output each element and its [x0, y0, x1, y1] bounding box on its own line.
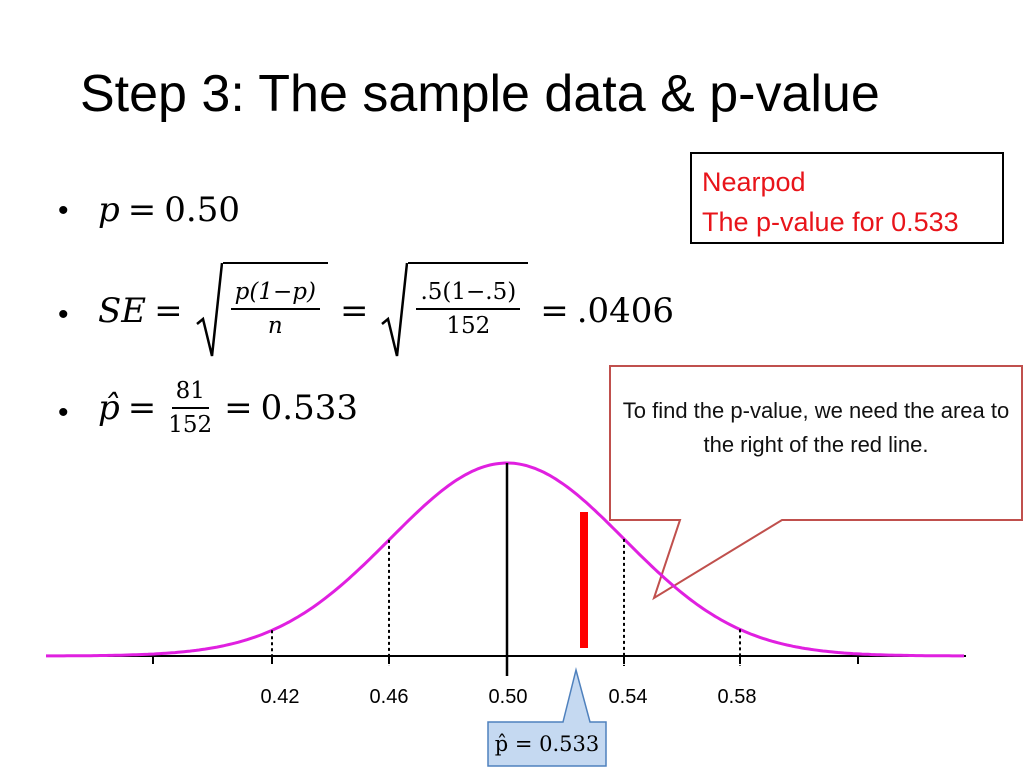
se-result: .0406 [576, 291, 675, 331]
standard-error-equation: SE = p(1−p) n = .5(1−.5) 152 = .0406 [98, 262, 674, 360]
p-symbol: p [98, 190, 120, 230]
substituted-denominator: 152 [446, 313, 491, 339]
equals-sign: = [154, 291, 183, 331]
p0-value: 0.50 [164, 190, 240, 230]
equals-sign: = [127, 388, 157, 428]
bell-curve [46, 461, 964, 658]
phat-marker-shape [487, 667, 607, 767]
callout-shape [609, 365, 1023, 601]
bullet-marker: • [58, 194, 69, 227]
radical-sign-icon [381, 262, 409, 357]
phat-numerator: 81 [171, 378, 209, 409]
equals-sign: = [224, 388, 253, 428]
sqrt-formula: p(1−p) n [195, 262, 328, 360]
substituted-numerator: .5(1−.5) [416, 279, 521, 310]
radical-sign-icon [195, 262, 223, 357]
sample-proportion-equation: p̂ = 81 152 = 0.533 [98, 378, 358, 438]
tick-label-054: 0.54 [608, 686, 648, 708]
equals-sign: = [127, 190, 157, 230]
bullet-marker: • [58, 298, 69, 331]
null-proportion-equation: p = 0.50 [98, 190, 240, 230]
tick-label-042: 0.42 [260, 686, 300, 708]
slide-title: Step 3: The sample data & p-value [80, 65, 880, 123]
nearpod-prompt: The p-value for 0.533 [702, 207, 959, 237]
axis-ticks [152, 656, 859, 664]
tick-label-050: 0.50 [488, 686, 528, 708]
nearpod-title: Nearpod [702, 167, 806, 197]
tick-label-058: 0.58 [717, 686, 757, 708]
sqrt-substituted: .5(1−.5) 152 [380, 262, 529, 360]
bullet-marker: • [58, 396, 69, 429]
phat-denominator: 152 [168, 412, 213, 438]
nearpod-box: Nearpod The p-value for 0.533 [690, 152, 1004, 244]
callout-text: To find the p-value, we need the area to… [622, 398, 1010, 457]
formula-denominator: n [267, 313, 283, 339]
equals-sign: = [540, 291, 569, 331]
se-symbol: SE [98, 291, 147, 331]
phat-marker-label: p̂ = 0.533 [494, 732, 600, 756]
equals-sign: = [339, 291, 369, 331]
formula-numerator: p(1−p) [234, 279, 316, 305]
phat-result: 0.533 [260, 388, 359, 428]
phat-symbol: p̂ [98, 388, 120, 428]
sd-lines [271, 538, 741, 666]
tick-label-046: 0.46 [369, 686, 409, 708]
